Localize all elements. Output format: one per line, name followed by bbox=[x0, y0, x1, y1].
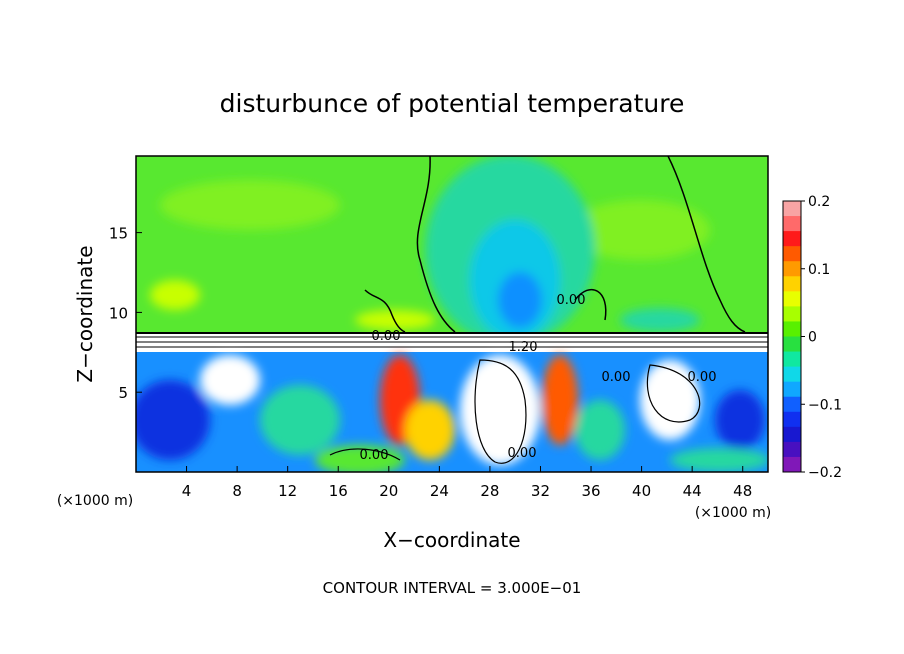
contour-label: 0.00 bbox=[508, 446, 537, 461]
colorbar-tick-label: 0.1 bbox=[808, 262, 830, 278]
colorbar-tick-label: −0.2 bbox=[808, 465, 842, 481]
x-tick-label: 4 bbox=[182, 482, 192, 500]
colorbar-swatch bbox=[783, 306, 801, 322]
x-tick-label: 36 bbox=[581, 482, 600, 500]
contour-line bbox=[646, 364, 701, 423]
contour-label: 1.20 bbox=[509, 340, 538, 355]
y-axis-label: Z−coordinate bbox=[73, 245, 97, 382]
x-tick-label: 8 bbox=[232, 482, 242, 500]
colorbar-swatch bbox=[783, 216, 801, 232]
colorbar-swatch bbox=[783, 321, 801, 337]
x-tick-label: 24 bbox=[430, 482, 449, 500]
colorbar-swatch bbox=[783, 201, 801, 217]
colorbar-tick-label: 0.2 bbox=[808, 194, 830, 210]
colorbar-tick-label: −0.1 bbox=[808, 397, 842, 413]
x-unit-left: (×1000 m) bbox=[57, 493, 133, 509]
x-tick-label: 40 bbox=[632, 482, 651, 500]
x-tick-label: 20 bbox=[379, 482, 398, 500]
colorbar-swatch bbox=[783, 276, 801, 292]
y-tick-label: 15 bbox=[109, 225, 128, 243]
colorbar-swatch bbox=[783, 231, 801, 247]
colorbar-swatch bbox=[783, 426, 801, 443]
contour-label: 0.00 bbox=[557, 293, 586, 308]
contour-label: 0.00 bbox=[688, 370, 717, 385]
x-unit-right: (×1000 m) bbox=[695, 505, 771, 521]
chart-title: disturbunce of potential temperature bbox=[220, 89, 685, 118]
colorbar: 0.2 0.1 0 −0.1 −0.2 bbox=[782, 194, 842, 481]
footer-contour-interval: CONTOUR INTERVAL = 3.000E−01 bbox=[323, 579, 582, 597]
x-tick-label: 28 bbox=[480, 482, 499, 500]
colorbar-swatch bbox=[783, 366, 801, 383]
contour-labels: 0.00 0.00 1.20 0.00 0.00 0.00 0.00 bbox=[360, 293, 717, 463]
y-axis: 5 10 15 bbox=[109, 225, 142, 402]
contour-label: 0.00 bbox=[360, 448, 389, 463]
colorbar-tick-label: 0 bbox=[808, 330, 817, 346]
colorbar-swatch bbox=[783, 441, 801, 458]
contour-label: 0.00 bbox=[372, 329, 401, 344]
colorbar-swatch bbox=[783, 246, 801, 262]
x-tick-label: 12 bbox=[278, 482, 297, 500]
plot-frame bbox=[135, 155, 769, 473]
x-tick-label: 44 bbox=[683, 482, 702, 500]
x-tick-label: 32 bbox=[531, 482, 550, 500]
colorbar-swatch bbox=[783, 396, 801, 413]
colorbar-swatch bbox=[783, 456, 801, 473]
heatmap-field bbox=[136, 156, 768, 472]
x-axis-label: X−coordinate bbox=[383, 528, 520, 552]
y-tick-label: 10 bbox=[109, 304, 128, 322]
contour-line bbox=[416, 156, 456, 333]
x-tick-label: 16 bbox=[329, 482, 348, 500]
contour-line bbox=[364, 289, 406, 333]
contour-label: 0.00 bbox=[602, 370, 631, 385]
contour-line bbox=[329, 448, 401, 461]
y-tick-label: 5 bbox=[118, 384, 128, 402]
x-tick-label: 48 bbox=[733, 482, 752, 500]
contour-line bbox=[667, 156, 746, 333]
colorbar-swatch bbox=[783, 336, 801, 353]
x-axis: 4 8 12 16 20 24 28 32 36 40 44 48 bbox=[182, 466, 752, 500]
contour-line bbox=[574, 288, 607, 321]
colorbar-swatch bbox=[783, 411, 801, 428]
colorbar-swatch bbox=[783, 291, 801, 307]
colorbar-swatch bbox=[783, 261, 801, 277]
contour-line bbox=[474, 359, 527, 464]
colorbar-swatch bbox=[783, 351, 801, 368]
colorbar-swatch bbox=[783, 381, 801, 398]
